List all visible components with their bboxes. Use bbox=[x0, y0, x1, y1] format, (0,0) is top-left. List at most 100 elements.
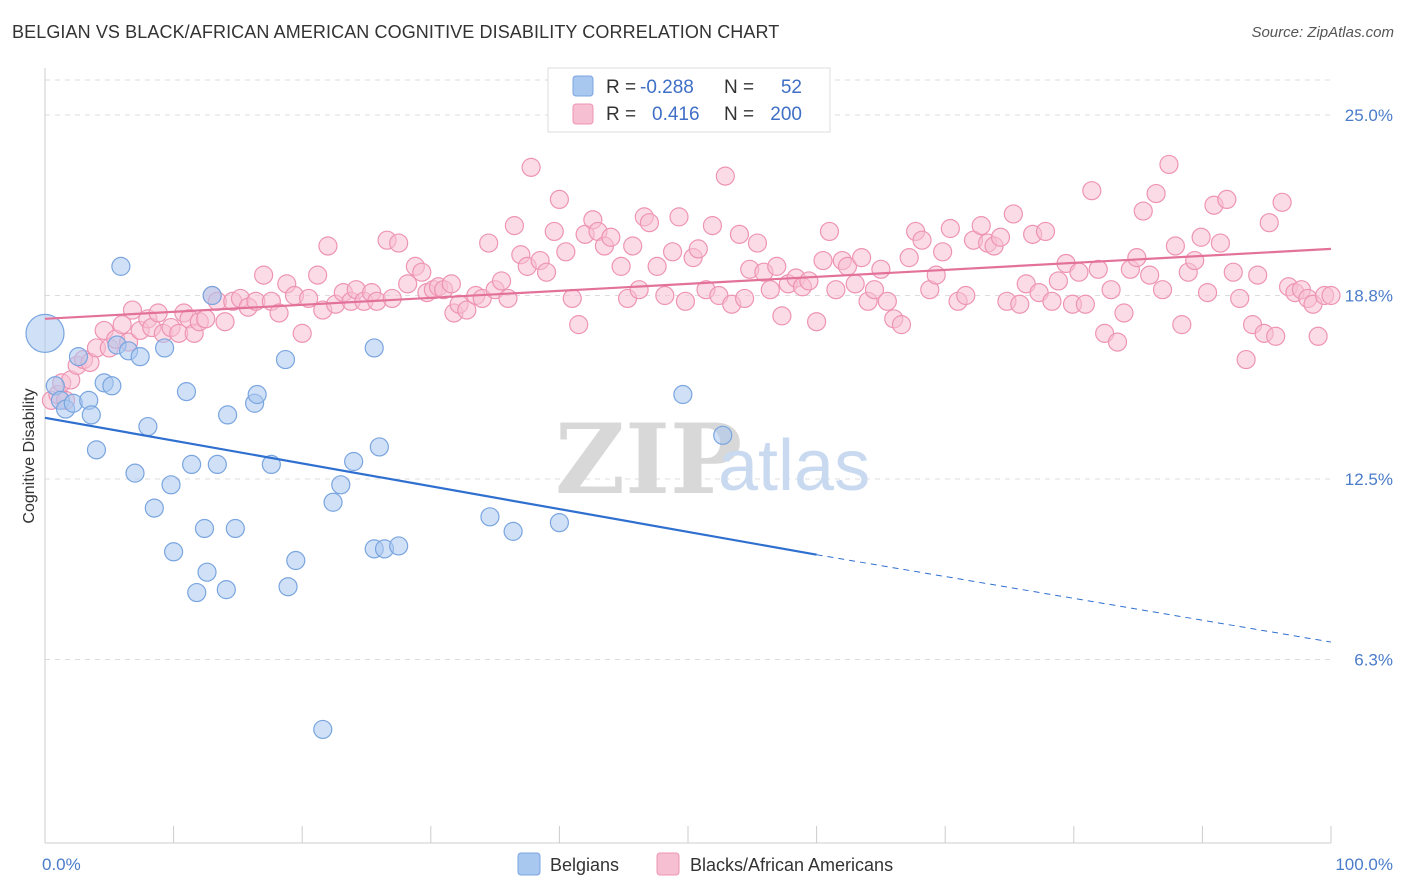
black-point bbox=[215, 312, 235, 332]
black-point bbox=[1010, 294, 1030, 314]
black-point bbox=[1114, 303, 1134, 323]
belgian-point bbox=[102, 376, 122, 396]
belgian-point bbox=[286, 550, 306, 571]
belgian-point bbox=[344, 451, 364, 472]
black-point bbox=[940, 218, 960, 239]
black-point bbox=[852, 248, 872, 268]
black-point bbox=[1321, 285, 1341, 306]
black-point bbox=[912, 230, 932, 250]
belgian-trend-line bbox=[44, 416, 817, 556]
belgian-point bbox=[549, 513, 570, 533]
black-point bbox=[819, 221, 840, 242]
belgian-point bbox=[144, 498, 164, 518]
black-point bbox=[504, 216, 524, 236]
black-point bbox=[669, 207, 689, 227]
belgian-point bbox=[225, 518, 245, 539]
series-black-points bbox=[41, 154, 1341, 410]
legend-box bbox=[547, 67, 831, 133]
black-point bbox=[806, 312, 827, 332]
black-point bbox=[767, 256, 787, 276]
black-point bbox=[639, 213, 660, 233]
black-point bbox=[933, 242, 953, 262]
black-point bbox=[1088, 259, 1108, 279]
belgian-point bbox=[111, 256, 131, 276]
black-point bbox=[715, 166, 735, 186]
black-point bbox=[877, 291, 897, 311]
black-point bbox=[1223, 262, 1243, 282]
black-point bbox=[845, 274, 865, 294]
black-point bbox=[734, 288, 755, 309]
black-point bbox=[1248, 265, 1268, 285]
black-point bbox=[299, 288, 319, 309]
belgian-point bbox=[154, 338, 175, 358]
black-point bbox=[760, 280, 780, 300]
belgian-point bbox=[68, 347, 89, 367]
legend-swatch-black bbox=[572, 103, 594, 125]
belgian-point bbox=[364, 338, 384, 358]
black-point bbox=[479, 233, 499, 253]
black-point bbox=[826, 280, 846, 300]
black-point bbox=[562, 288, 582, 309]
black-point bbox=[549, 189, 570, 210]
legend-r-value-1: -0.288 bbox=[640, 77, 694, 98]
belgian-point bbox=[207, 454, 227, 475]
belgian-point bbox=[187, 582, 207, 603]
series-legend-label-belgian: Belgians bbox=[550, 855, 619, 875]
black-point bbox=[556, 242, 576, 262]
legend-r-value-2: 0.416 bbox=[652, 104, 700, 125]
black-point bbox=[675, 291, 696, 311]
black-point bbox=[647, 256, 667, 276]
legend-r-label-2: R = bbox=[606, 104, 636, 125]
black-point bbox=[196, 309, 216, 329]
black-point bbox=[1048, 271, 1068, 291]
black-point bbox=[1217, 189, 1237, 210]
belgian-point bbox=[161, 475, 181, 495]
series-legend-swatch-belgian bbox=[517, 852, 541, 876]
belgian-point bbox=[164, 542, 184, 562]
black-point bbox=[891, 315, 912, 335]
tick-labels: 6.3% 12.5% 18.8% 25.0% 0.0% 100.0% bbox=[42, 106, 1393, 874]
watermark-atlas: atlas bbox=[718, 426, 870, 506]
watermark-zip: ZIP bbox=[555, 403, 742, 516]
black-point bbox=[990, 227, 1011, 247]
belgian-point bbox=[25, 313, 65, 353]
black-point bbox=[1107, 332, 1128, 352]
black-point bbox=[1191, 227, 1211, 247]
black-point bbox=[1101, 280, 1121, 300]
belgian-point bbox=[125, 463, 145, 483]
belgian-point bbox=[261, 454, 281, 475]
black-point bbox=[629, 280, 649, 300]
axes bbox=[44, 68, 1332, 844]
black-point bbox=[772, 306, 792, 326]
belgian-point bbox=[216, 580, 236, 600]
black-point bbox=[1185, 250, 1205, 271]
legend-n-label-1: N = bbox=[724, 77, 754, 98]
black-point bbox=[1003, 204, 1023, 224]
black-point bbox=[1165, 236, 1185, 256]
black-point bbox=[269, 303, 289, 323]
belgian-point bbox=[331, 475, 351, 495]
black-point bbox=[1082, 181, 1102, 201]
series-belgian-points bbox=[25, 256, 733, 740]
legend-n-label-2: N = bbox=[724, 104, 754, 125]
black-point bbox=[1308, 326, 1328, 346]
black-point bbox=[1075, 294, 1095, 314]
black-point bbox=[702, 216, 723, 236]
black-point bbox=[536, 262, 557, 282]
belgian-point bbox=[86, 440, 107, 460]
black-point bbox=[1272, 192, 1292, 212]
series-legend-label-black: Blacks/African Americans bbox=[690, 855, 893, 875]
black-point bbox=[1259, 213, 1279, 233]
belgian-point bbox=[673, 384, 693, 405]
y-axis-label: Cognitive Disability bbox=[21, 388, 38, 523]
black-point bbox=[956, 285, 976, 306]
belgian-point bbox=[247, 384, 267, 405]
trend-lines bbox=[44, 247, 1332, 643]
black-point bbox=[1146, 183, 1166, 204]
black-point bbox=[1159, 154, 1179, 175]
belgian-point bbox=[503, 521, 523, 541]
black-point bbox=[1197, 282, 1218, 303]
belgian-point bbox=[713, 425, 733, 445]
black-point bbox=[398, 274, 418, 294]
